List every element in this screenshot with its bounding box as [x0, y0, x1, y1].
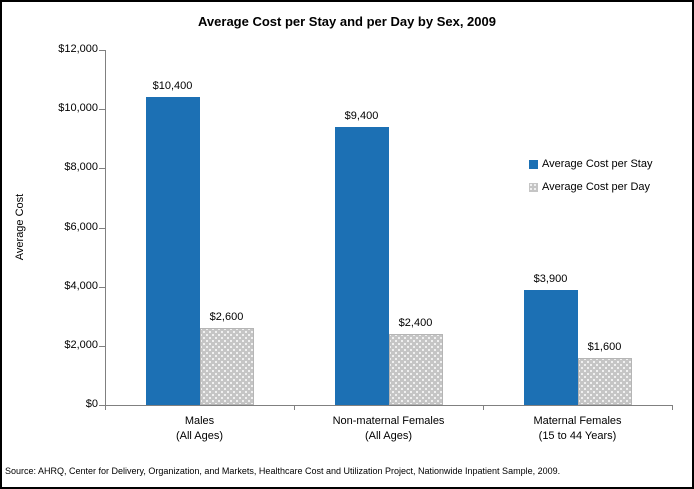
y-tick-label: $8,000 — [64, 161, 98, 174]
x-category-label-line: Non-maternal Females — [332, 415, 445, 427]
y-tick-mark — [99, 109, 105, 111]
chart-title: Average Cost per Stay and per Day by Sex… — [198, 14, 496, 29]
y-tick-mark — [99, 50, 105, 51]
legend-swatch-stay-icon — [529, 159, 538, 169]
bar-stay-0 — [145, 97, 200, 405]
bar-day-2 — [577, 358, 632, 405]
x-category-label-line: Maternal Females — [533, 415, 622, 427]
y-tick-label: $12,000 — [58, 43, 98, 55]
legend-item-day: Average Cost per Day — [529, 181, 652, 193]
bar-stay-1 — [334, 127, 389, 405]
x-category-label-line: (All Ages) — [175, 430, 224, 442]
y-tick-label: $4,000 — [64, 279, 98, 292]
y-tick-mark — [99, 227, 105, 229]
bar-day-1 — [388, 334, 443, 405]
y-tick-label: $6,000 — [64, 220, 98, 233]
legend-swatch-day-icon — [529, 182, 538, 192]
legend-item-stay: Average Cost per Stay — [529, 158, 652, 170]
x-category-label: Maternal Females (15 to 44 Years) — [484, 414, 672, 444]
x-category-label-line: (15 to 44 Years) — [538, 430, 617, 442]
x-category-label: Non-maternal Females (All Ages) — [295, 414, 483, 444]
y-tick-mark — [99, 168, 105, 170]
bar-day-0 — [199, 328, 254, 405]
legend: Average Cost per Stay Average Cost per D… — [529, 158, 652, 204]
x-tick-mark — [483, 405, 484, 410]
source-note: Source: AHRQ, Center for Delivery, Organ… — [5, 466, 561, 476]
bar-value-label: $2,400 — [398, 317, 433, 329]
y-tick-mark — [99, 286, 105, 288]
y-tick-label: $2,000 — [64, 338, 98, 351]
y-tick-mark — [99, 345, 105, 347]
bar-value-label: $3,900 — [533, 273, 568, 285]
bar-stay-2 — [523, 290, 578, 405]
y-tick-label: $0 — [85, 398, 98, 410]
x-tick-mark — [672, 405, 673, 410]
x-category-label-line: (All Ages) — [364, 430, 413, 442]
x-axis-line — [105, 405, 672, 406]
legend-label-day: Average Cost per Day — [542, 181, 651, 193]
y-axis-line — [105, 50, 106, 406]
legend-label-stay: Average Cost per Stay — [542, 158, 653, 170]
x-tick-mark — [294, 405, 295, 410]
bar-value-label: $1,600 — [587, 341, 622, 353]
y-tick-label: $10,000 — [58, 102, 98, 115]
bar-value-label: $9,400 — [344, 110, 379, 122]
bar-value-label: $10,400 — [152, 80, 193, 92]
x-tick-mark — [105, 405, 106, 410]
bar-value-label: $2,600 — [209, 311, 244, 323]
x-category-label-line: Males — [184, 415, 215, 427]
x-category-label: Males (All Ages) — [106, 414, 294, 444]
y-tick-mark — [99, 405, 105, 406]
